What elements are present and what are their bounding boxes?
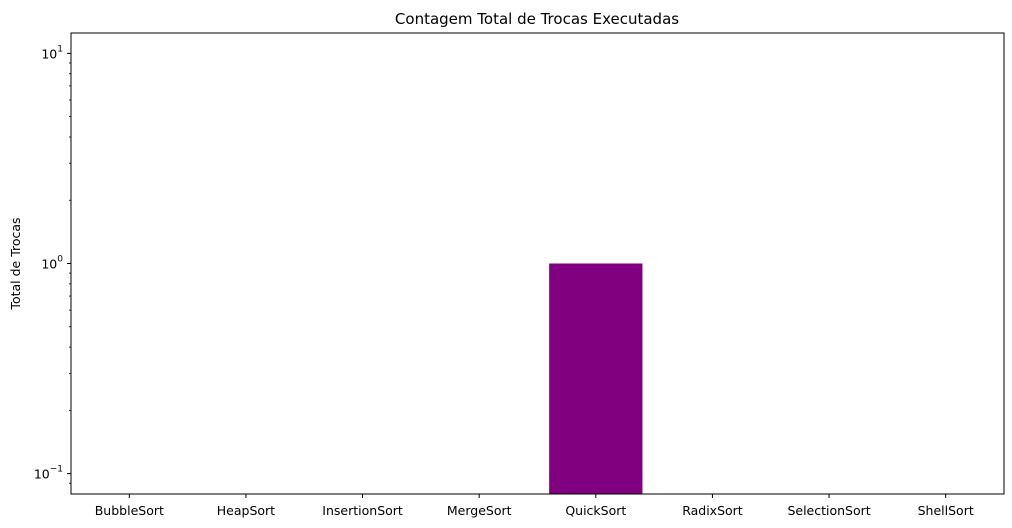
y-tick-exponent: 1 bbox=[57, 44, 63, 54]
chart-title: Contagem Total de Trocas Executadas bbox=[395, 10, 679, 28]
y-tick-exponent: −1 bbox=[50, 465, 63, 475]
plot-frame bbox=[70, 32, 1005, 495]
x-ticks: BubbleSort HeapSort InsertionSort MergeSort… bbox=[95, 494, 974, 518]
x-tick-label: SelectionSort bbox=[787, 503, 870, 518]
x-tick-label: BubbleSort bbox=[95, 503, 164, 518]
y-tick-label: 101 bbox=[41, 44, 63, 61]
x-tick-label: ShellSort bbox=[918, 503, 974, 518]
x-tick-label: MergeSort bbox=[447, 503, 512, 518]
y-tick-base: 10 bbox=[34, 467, 50, 482]
bar-quicksort bbox=[549, 263, 643, 494]
x-tick-label: QuickSort bbox=[565, 503, 626, 518]
y-tick-base: 10 bbox=[41, 46, 57, 61]
bars-layer bbox=[549, 263, 643, 494]
y-tick-base: 10 bbox=[41, 257, 57, 272]
x-tick-label: InsertionSort bbox=[322, 503, 403, 518]
x-tick-label: HeapSort bbox=[217, 503, 275, 518]
y-tick-label: 10−1 bbox=[34, 465, 63, 482]
y-axis-label: Total de Trocas bbox=[8, 217, 23, 310]
y-tick-exponent: 0 bbox=[57, 255, 63, 265]
y-tick-label: 100 bbox=[41, 255, 63, 272]
x-tick-label: RadixSort bbox=[682, 503, 743, 518]
